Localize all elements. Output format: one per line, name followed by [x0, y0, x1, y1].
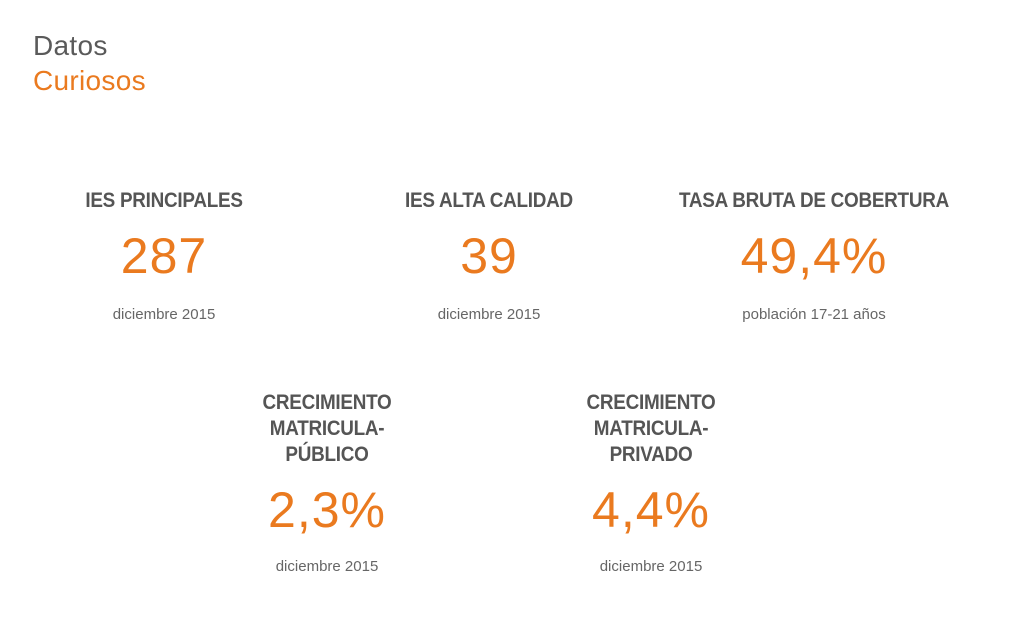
stat-label: CRECIMIENTO MATRICULA- PÚBLICO	[262, 391, 392, 466]
stat-value: 49,4%	[740, 228, 888, 284]
stat-value: 39	[460, 228, 518, 284]
stat-note: población 17-21 años	[742, 306, 886, 323]
stat-note: diciembre 2015	[599, 558, 703, 575]
stat-value: 287	[120, 228, 208, 284]
stat-ies-principales: IES PRINCIPALES 287 diciembre 2015	[64, 188, 264, 324]
stat-note: diciembre 2015	[275, 558, 379, 575]
stat-value: 4,4%	[592, 482, 710, 538]
stat-label: IES PRINCIPALES	[85, 189, 243, 212]
stat-label: CRECIMIENTO MATRICULA- PRIVADO	[586, 391, 716, 466]
stat-crecimiento-publico: CRECIMIENTO MATRICULA- PÚBLICO 2,3% dici…	[196, 390, 458, 576]
stat-ies-alta-calidad: IES ALTA CALIDAD 39 diciembre 2015	[389, 188, 589, 324]
stat-value: 2,3%	[268, 482, 386, 538]
section-title-line2: Curiosos	[33, 65, 146, 96]
stat-note: diciembre 2015	[112, 306, 216, 323]
stat-note: diciembre 2015	[437, 306, 541, 323]
section-title-line1: Datos	[33, 30, 108, 61]
section-title: Datos Curiosos	[33, 28, 146, 98]
stat-label: IES ALTA CALIDAD	[405, 189, 573, 212]
stat-tasa-bruta-cobertura: TASA BRUTA DE COBERTURA 49,4% población …	[664, 188, 964, 324]
stat-crecimiento-privado: CRECIMIENTO MATRICULA- PRIVADO 4,4% dici…	[520, 390, 782, 576]
stat-label: TASA BRUTA DE COBERTURA	[679, 189, 949, 212]
